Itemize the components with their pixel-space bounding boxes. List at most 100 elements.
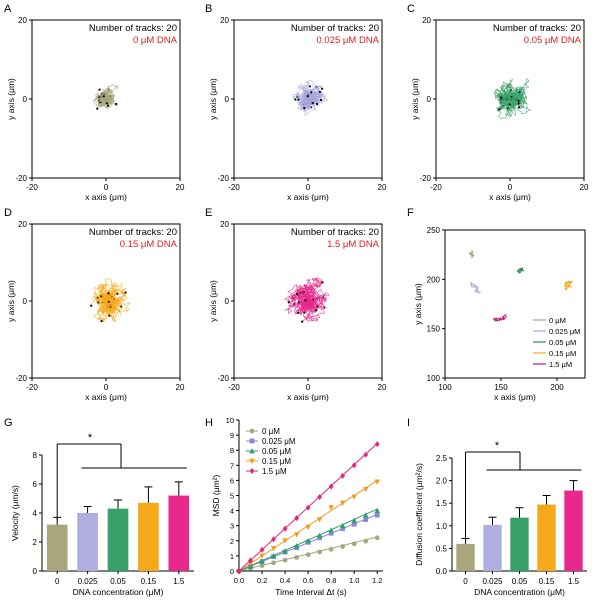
y-tick-label: 5 [230, 492, 234, 501]
track-end-point [517, 102, 520, 105]
y-tick-label: 150 [427, 325, 441, 334]
panel-letter-C: C [407, 3, 415, 15]
track-end-point [303, 106, 306, 110]
data-point [351, 517, 357, 523]
concentration-label: 1.5 μM DNA [327, 239, 380, 250]
trajectories [493, 78, 532, 120]
track-panel-3: -20-20 0 0 20 20 x axis (μm) y axis (μm) Number… [6, 220, 185, 402]
x-axis-label: x axis (μm) [85, 192, 127, 202]
track-end-point [508, 103, 511, 106]
data-point [305, 504, 311, 511]
track-path [305, 276, 323, 302]
track-path [93, 293, 112, 323]
x-tick-label: 20 [580, 183, 589, 192]
panel-H-chart: 0 1 2 3 4 5 6 7 8 9 10 0.0 0.2 0.4 0.6 0.8 1.0 1.2 Time In… [211, 416, 383, 597]
y-tick-label: 1 [230, 552, 234, 561]
x-tick-label: 0.025 [78, 577, 99, 586]
data-point [249, 468, 255, 474]
track-end-point [315, 102, 319, 106]
series-4: 1.5 μM [236, 441, 380, 574]
track-end-point [108, 314, 111, 317]
trajectories [90, 278, 131, 323]
x-tick-label: 0 [463, 577, 468, 586]
track-end-point [98, 88, 101, 91]
track-end-point [96, 107, 99, 110]
bar [510, 517, 529, 571]
track-end-point [303, 311, 306, 314]
track-path-0 [468, 250, 475, 258]
y-tick-label: 20 [220, 16, 229, 25]
data-point [340, 472, 346, 479]
legend-label: 0.025 μM [262, 437, 296, 446]
track-end-point [297, 98, 300, 101]
bar [138, 502, 159, 571]
x-tick-label: 1.5 [173, 577, 185, 586]
data-point [351, 494, 357, 500]
y-axis-label: y axis (μm) [208, 78, 218, 120]
concentration-label: 0.15 μM DNA [120, 239, 178, 250]
y-tick-label: 0.5 [436, 544, 448, 553]
y-tick-label: 0 [230, 567, 234, 576]
x-tick-label: 0.15 [539, 577, 555, 586]
track-path-1 [469, 281, 481, 294]
data-point [294, 555, 299, 560]
y-tick-label: 4 [230, 507, 234, 516]
panel-letter-H: H [205, 417, 213, 429]
x-tick-label: 20 [378, 383, 387, 392]
x-tick-label: 0 [55, 577, 60, 586]
x-axis-label: DNA concentration (μM) [474, 587, 565, 597]
series-3: 0.15 μM [236, 457, 380, 574]
x-tick-label: 0.8 [326, 576, 336, 585]
x-tick-label: 0.6 [303, 576, 313, 585]
x-axis-label: x axis (μm) [287, 192, 329, 202]
y-axis-label: y axis (μm) [6, 78, 16, 120]
x-tick-label: -20 [26, 383, 38, 392]
track-path [303, 292, 330, 312]
data-point [374, 512, 380, 518]
panel-letter-D: D [4, 207, 12, 219]
data-point [259, 553, 265, 559]
x-tick-label: 20 [378, 183, 387, 192]
track-end-point [315, 309, 318, 312]
track-panel-2: -20-20 0 0 20 20 x axis (μm) y axis (μm) Number… [410, 16, 589, 202]
x-tick-label: -20 [228, 183, 240, 192]
concentration-label: 0.05 μM DNA [524, 35, 582, 46]
y-axis-label: Velocity (μm/s) [10, 485, 20, 541]
track-path [506, 87, 525, 107]
track-end-point [90, 304, 93, 307]
x-tick-label: -20 [430, 183, 442, 192]
concentration-label: 0 μM DNA [133, 35, 178, 46]
track-path [97, 292, 131, 321]
legend-label: 0.15 μM [262, 457, 291, 466]
data-point [236, 568, 242, 574]
x-tick-label: 1.5 [568, 577, 580, 586]
panel-letter-G: G [4, 417, 13, 429]
x-tick-label: 0 [104, 383, 109, 392]
panel-letter-I: I [407, 417, 410, 429]
track-end-point [301, 320, 304, 323]
data-point [259, 546, 265, 553]
concentration-label: 0.025 μM DNA [317, 35, 380, 46]
y-tick-label: 2 [33, 538, 38, 547]
bar [564, 490, 583, 571]
x-axis-label: x axis (μm) [85, 392, 127, 402]
data-point [270, 553, 277, 559]
track-path [305, 292, 327, 308]
y-tick-label: 9 [230, 431, 234, 440]
track-path [497, 92, 523, 120]
y-tick-label: 6 [230, 476, 234, 485]
track-end-point [320, 98, 323, 102]
track-end-point [321, 87, 324, 90]
y-tick-label: 20 [18, 16, 27, 25]
data-point [271, 560, 276, 566]
bar [46, 524, 68, 571]
track-end-point [297, 311, 300, 315]
x-tick-label: 0.025 [482, 577, 503, 586]
y-tick-label: 250 [427, 226, 441, 235]
y-tick-label: 10 [226, 416, 234, 425]
y-tick-label: -20 [217, 374, 229, 383]
significance-star: * [88, 432, 93, 444]
bar [456, 543, 475, 571]
y-tick-label: 20 [18, 220, 27, 229]
